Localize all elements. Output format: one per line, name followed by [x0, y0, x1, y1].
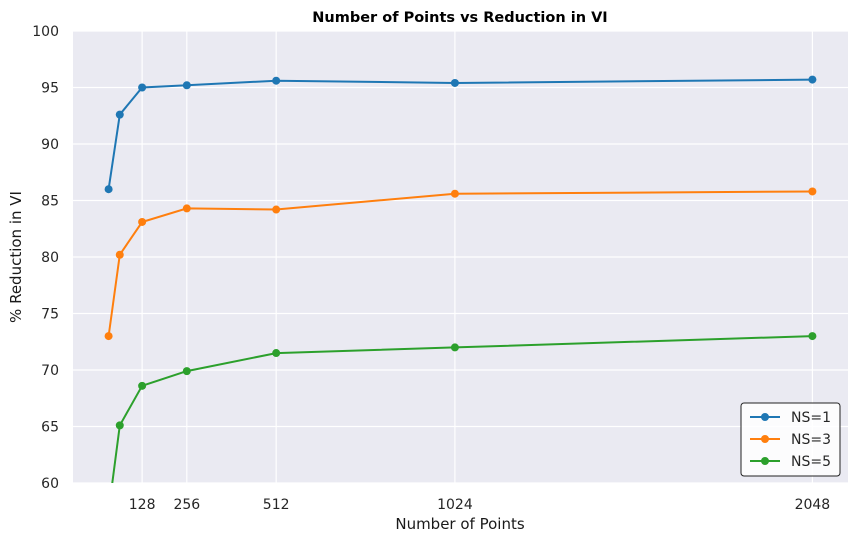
data-point — [808, 187, 817, 196]
legend-swatch-marker — [761, 435, 769, 443]
y-tick-label: 75 — [41, 307, 59, 323]
grid-lines — [73, 30, 848, 484]
legend-swatch-marker — [761, 457, 769, 465]
data-point — [808, 75, 817, 84]
data-point — [138, 83, 147, 92]
data-point — [182, 367, 191, 376]
series-group — [104, 75, 817, 515]
data-point — [115, 110, 124, 119]
data-point — [115, 250, 124, 259]
y-axis-label: % Reduction in VI — [7, 191, 25, 323]
y-tick-label: 60 — [41, 476, 59, 492]
legend-label: NS=3 — [791, 432, 831, 448]
y-tick-label: 95 — [41, 81, 59, 97]
data-point — [105, 507, 113, 515]
data-point — [182, 81, 191, 90]
legend-label: NS=1 — [791, 410, 831, 426]
legend: NS=1 NS=3 NS=5 — [740, 402, 841, 477]
data-point — [138, 217, 147, 226]
x-tick-labels: 128 256 512 1024 2048 — [129, 497, 830, 513]
legend-swatch-marker — [761, 413, 769, 421]
x-tick-label: 512 — [263, 497, 290, 513]
data-point — [808, 332, 817, 341]
x-tick-label: 2048 — [795, 497, 831, 513]
x-tick-label: 128 — [129, 497, 156, 513]
chart-title: Number of Points vs Reduction in VI — [312, 10, 607, 26]
data-point — [182, 204, 191, 213]
data-point — [104, 332, 113, 341]
data-point — [115, 421, 124, 430]
x-tick-label: 1024 — [437, 497, 473, 513]
y-tick-label: 65 — [41, 420, 59, 436]
y-tick-label: 85 — [41, 194, 59, 210]
y-tick-label: 70 — [41, 363, 59, 379]
x-tick-label: 256 — [173, 497, 200, 513]
legend-label: NS=5 — [791, 454, 831, 470]
data-point — [104, 185, 113, 194]
y-tick-labels: 60 65 70 75 80 85 90 95 100 — [32, 24, 59, 492]
data-point — [138, 381, 147, 390]
data-point — [272, 349, 281, 358]
data-point — [450, 343, 459, 352]
y-tick-label: 100 — [32, 24, 59, 40]
data-point — [450, 189, 459, 198]
y-tick-label: 90 — [41, 137, 59, 153]
y-tick-label: 80 — [41, 250, 59, 266]
x-axis-label: Number of Points — [395, 515, 524, 533]
data-point — [272, 205, 281, 214]
data-point — [272, 76, 281, 85]
data-point — [450, 78, 459, 87]
